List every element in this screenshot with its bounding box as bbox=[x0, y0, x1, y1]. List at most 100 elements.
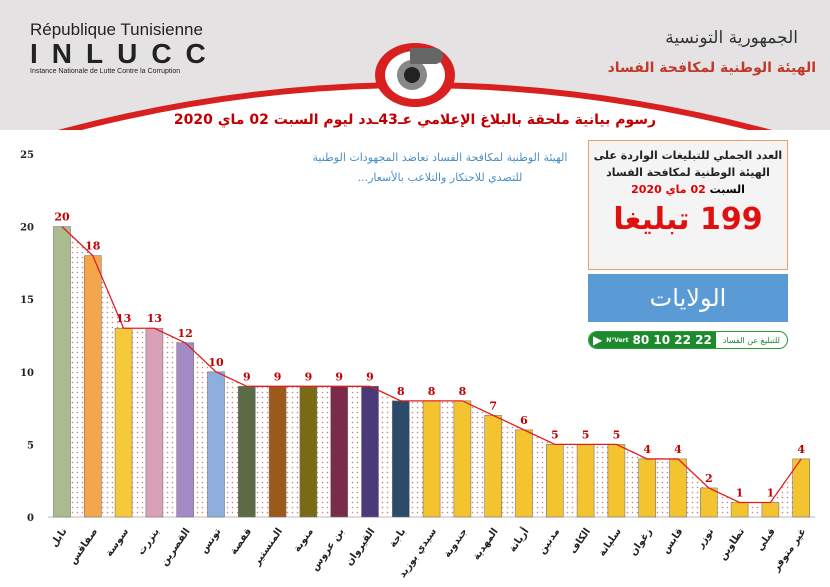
data-label: 8 bbox=[459, 385, 467, 398]
x-tick-label: قبلي bbox=[755, 526, 778, 553]
bar bbox=[391, 400, 410, 518]
data-label: 4 bbox=[797, 443, 805, 456]
x-tick-label: سليانة bbox=[597, 526, 624, 558]
subtitle-line: الهيئة الوطنية لمكافحة الفساد تعاضد المج… bbox=[312, 151, 568, 164]
bar bbox=[268, 386, 287, 518]
x-tick-label: بنزرت bbox=[136, 526, 162, 557]
x-tick-label: المنستير bbox=[251, 526, 285, 568]
data-label: 10 bbox=[208, 356, 224, 369]
data-label: 5 bbox=[613, 428, 621, 441]
y-tick-label: 0 bbox=[27, 513, 34, 524]
x-tick-label: جندوبة bbox=[442, 526, 470, 559]
data-label: 5 bbox=[582, 428, 590, 441]
bar bbox=[699, 487, 718, 518]
x-tick-label: باجة bbox=[387, 526, 408, 549]
data-label: 1 bbox=[767, 486, 775, 499]
data-label: 13 bbox=[147, 312, 162, 325]
x-tick-label: قابس bbox=[660, 526, 685, 555]
data-label: 7 bbox=[489, 399, 497, 412]
bar bbox=[53, 226, 71, 518]
data-label: 4 bbox=[643, 443, 651, 456]
bar bbox=[145, 327, 164, 518]
play-icon: ▶ bbox=[593, 333, 603, 347]
bar bbox=[669, 458, 687, 518]
bar bbox=[638, 458, 657, 518]
bar bbox=[361, 386, 379, 518]
data-label: 6 bbox=[520, 414, 528, 427]
x-tick-label: قفصة bbox=[228, 526, 254, 557]
data-label: 18 bbox=[85, 240, 101, 253]
y-tick-label: 20 bbox=[20, 223, 34, 234]
data-label: 20 bbox=[54, 211, 70, 224]
x-tick-label: القصرين bbox=[159, 526, 193, 568]
x-tick-label: زغوان bbox=[628, 526, 655, 558]
x-tick-label: تونس bbox=[198, 526, 223, 555]
eye-logo bbox=[375, 43, 455, 107]
data-label: 8 bbox=[397, 385, 405, 398]
bar bbox=[453, 400, 472, 518]
fr-instance: Instance Nationale de Lutte Contre la Co… bbox=[30, 68, 181, 75]
hotline-label: للتبليغ عن الفساد bbox=[722, 335, 780, 345]
x-tick-label: صفاقس bbox=[68, 526, 101, 566]
bar bbox=[114, 327, 133, 518]
data-label: 2 bbox=[705, 472, 713, 485]
x-tick-label: تطاوين bbox=[717, 526, 747, 562]
bar bbox=[576, 444, 595, 518]
x-tick-label: القيروان bbox=[344, 526, 378, 567]
hotline-number: 80 10 22 22 bbox=[632, 333, 712, 347]
y-tick-label: 15 bbox=[20, 295, 34, 306]
data-label: 8 bbox=[428, 385, 436, 398]
x-tick-label: منوبة bbox=[292, 526, 316, 554]
trend-line bbox=[61, 226, 802, 504]
bar bbox=[730, 502, 749, 518]
x-tick-label: سوسة bbox=[104, 526, 131, 559]
data-label: 9 bbox=[243, 370, 251, 383]
ar-republic: الجمهورية التونسية bbox=[665, 28, 798, 48]
y-tick-label: 25 bbox=[20, 150, 34, 161]
data-label: 4 bbox=[674, 443, 682, 456]
data-label: 9 bbox=[274, 370, 282, 383]
bar bbox=[330, 386, 349, 518]
y-tick-label: 10 bbox=[20, 368, 34, 379]
bar bbox=[761, 502, 780, 518]
header-background bbox=[0, 0, 830, 130]
hotline-badge: N°Vert bbox=[606, 336, 629, 344]
header: République Tunisienne INLUCC Instance Na… bbox=[0, 0, 830, 130]
chart-title: رسوم بيانية ملحقة بالبلاغ الإعلامي عـ43ـ… bbox=[173, 112, 657, 128]
x-tick-label: المهدية bbox=[471, 526, 501, 562]
data-label: 13 bbox=[116, 312, 131, 325]
bar bbox=[515, 429, 533, 518]
summary-total: 199 تبليغا bbox=[613, 202, 763, 237]
data-label: 9 bbox=[366, 370, 374, 383]
y-tick-label: 5 bbox=[27, 440, 34, 451]
subtitle-line: للتصدي للاحتكار والتلاعب بالأسعار... bbox=[357, 171, 523, 184]
bar bbox=[545, 444, 564, 518]
summary-date: 02 ماي 2020 bbox=[631, 183, 706, 196]
bar bbox=[176, 342, 194, 518]
x-tick-label: أريانة bbox=[506, 525, 532, 554]
subtitle: الهيئة الوطنية لمكافحة الفساد تعاضد المج… bbox=[290, 148, 590, 188]
summary-line1: العدد الجملي للتبليغات الواردة على bbox=[593, 149, 783, 162]
summary-box: العدد الجملي للتبليغات الواردة على الهيئ… bbox=[588, 140, 788, 270]
bar bbox=[484, 415, 503, 518]
regions-label: الولايات bbox=[588, 274, 788, 322]
bar bbox=[299, 386, 318, 518]
x-tick-label: الكاف bbox=[568, 526, 593, 556]
bar bbox=[422, 400, 441, 518]
fr-republic: République Tunisienne bbox=[30, 20, 203, 39]
bar bbox=[607, 444, 626, 518]
summary-line2: الهيئة الوطنية لمكافحة الفساد bbox=[606, 166, 770, 179]
bar bbox=[84, 255, 102, 518]
summary-day: السبت bbox=[709, 183, 745, 196]
bar bbox=[207, 371, 225, 518]
ar-instance: الهيئة الوطنية لمكافحة الفساد bbox=[607, 60, 816, 76]
x-tick-label: مدنين bbox=[537, 526, 563, 556]
data-label: 12 bbox=[178, 327, 193, 340]
x-tick-label: توزر bbox=[694, 526, 716, 551]
hotline-banner: ▶ N°Vert 80 10 22 22 للتبليغ عن الفساد bbox=[588, 331, 788, 349]
acronym: INLUCC bbox=[30, 38, 220, 69]
data-label: 9 bbox=[335, 370, 343, 383]
bar bbox=[238, 386, 256, 518]
data-label: 1 bbox=[736, 486, 744, 499]
